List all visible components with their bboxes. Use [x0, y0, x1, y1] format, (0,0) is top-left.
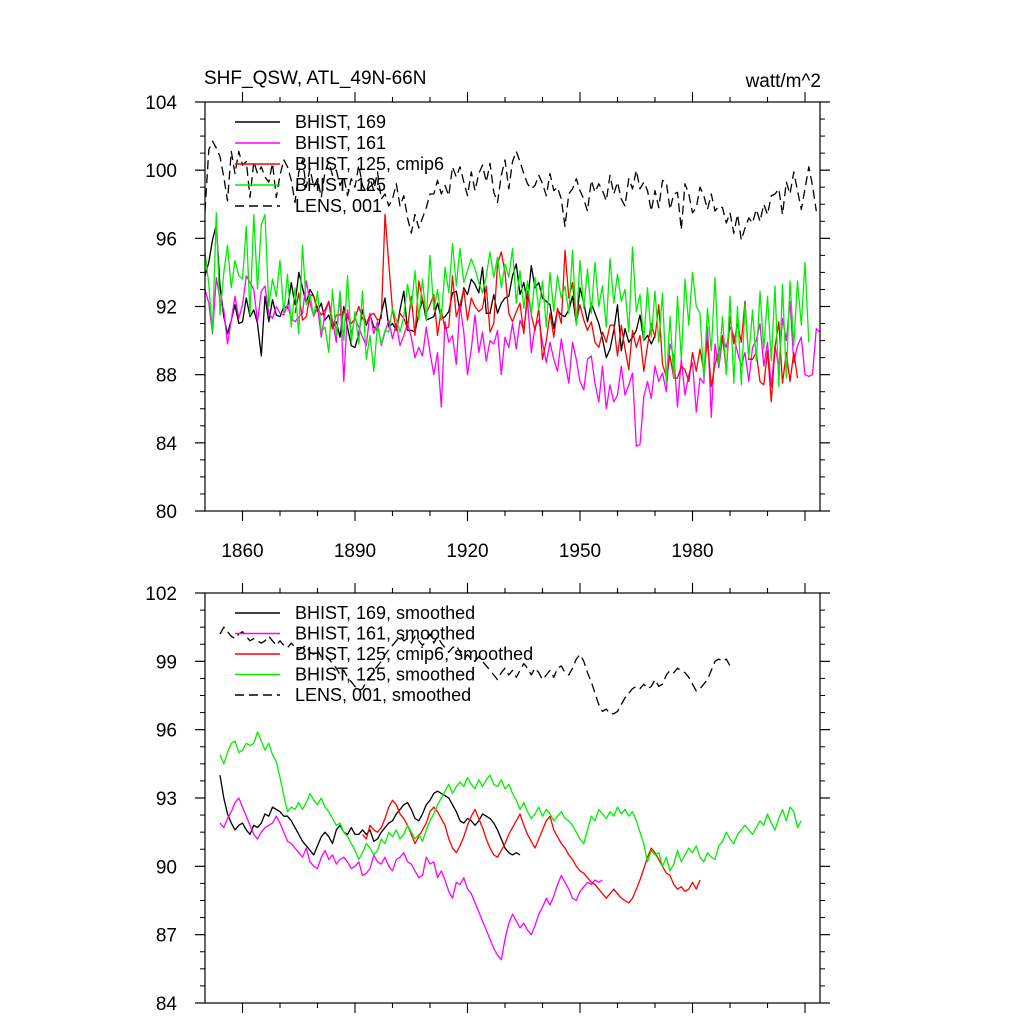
y-tick-label: 84 [156, 994, 178, 1015]
y-tick-label: 92 [156, 298, 177, 319]
y-tick-label: 84 [156, 434, 178, 455]
y-tick-label: 99 [156, 652, 177, 673]
y-tick-label: 102 [145, 584, 177, 605]
series-line [204, 140, 817, 241]
x-tick-label: 1860 [221, 541, 263, 562]
y-tick-label: 80 [156, 502, 177, 523]
series-line [219, 775, 521, 856]
legend-label: LENS, 001 [295, 196, 382, 216]
x-tick-label: 1920 [446, 541, 488, 562]
chart-units: watt/m^2 [745, 71, 821, 92]
series-line [204, 212, 810, 388]
legend-label: BHIST, 125, cmip6 [295, 154, 444, 174]
y-tick-label: 87 [156, 926, 177, 947]
series-line [204, 224, 656, 359]
legend-label: BHIST, 169, smoothed [295, 603, 475, 623]
legend-label: BHIST, 125 [295, 175, 386, 195]
legend-label: LENS, 001, smoothed [295, 685, 471, 705]
series-line [204, 275, 821, 447]
legend-label: BHIST, 125, cmip6, smoothed [295, 644, 533, 664]
y-tick-label: 93 [156, 789, 177, 810]
series-line [219, 731, 802, 872]
x-tick-label: 1890 [334, 541, 376, 562]
series-line [294, 213, 799, 403]
y-tick-label: 96 [156, 721, 177, 742]
series-line [361, 799, 701, 904]
y-tick-label: 100 [145, 161, 177, 182]
y-tick-label: 88 [156, 366, 177, 387]
chart-title: SHF_QSW, ATL_49N-66N [204, 68, 426, 89]
legend-label: BHIST, 161, smoothed [295, 624, 475, 644]
legend-label: BHIST, 125, smoothed [295, 665, 475, 685]
x-tick-label: 1950 [559, 541, 601, 562]
y-tick-label: 104 [145, 93, 177, 114]
legend-label: BHIST, 161 [295, 133, 386, 153]
top-panel: SHF_QSW, ATL_49N-66N watt/m^2 80 84 88 92 96… [145, 68, 830, 562]
legend-label: BHIST, 169 [295, 112, 386, 132]
x-tick-label: 1980 [671, 541, 713, 562]
series-line [219, 797, 603, 961]
series-line [219, 626, 735, 715]
y-tick-label: 96 [156, 229, 177, 250]
y-tick-label: 90 [156, 857, 177, 878]
